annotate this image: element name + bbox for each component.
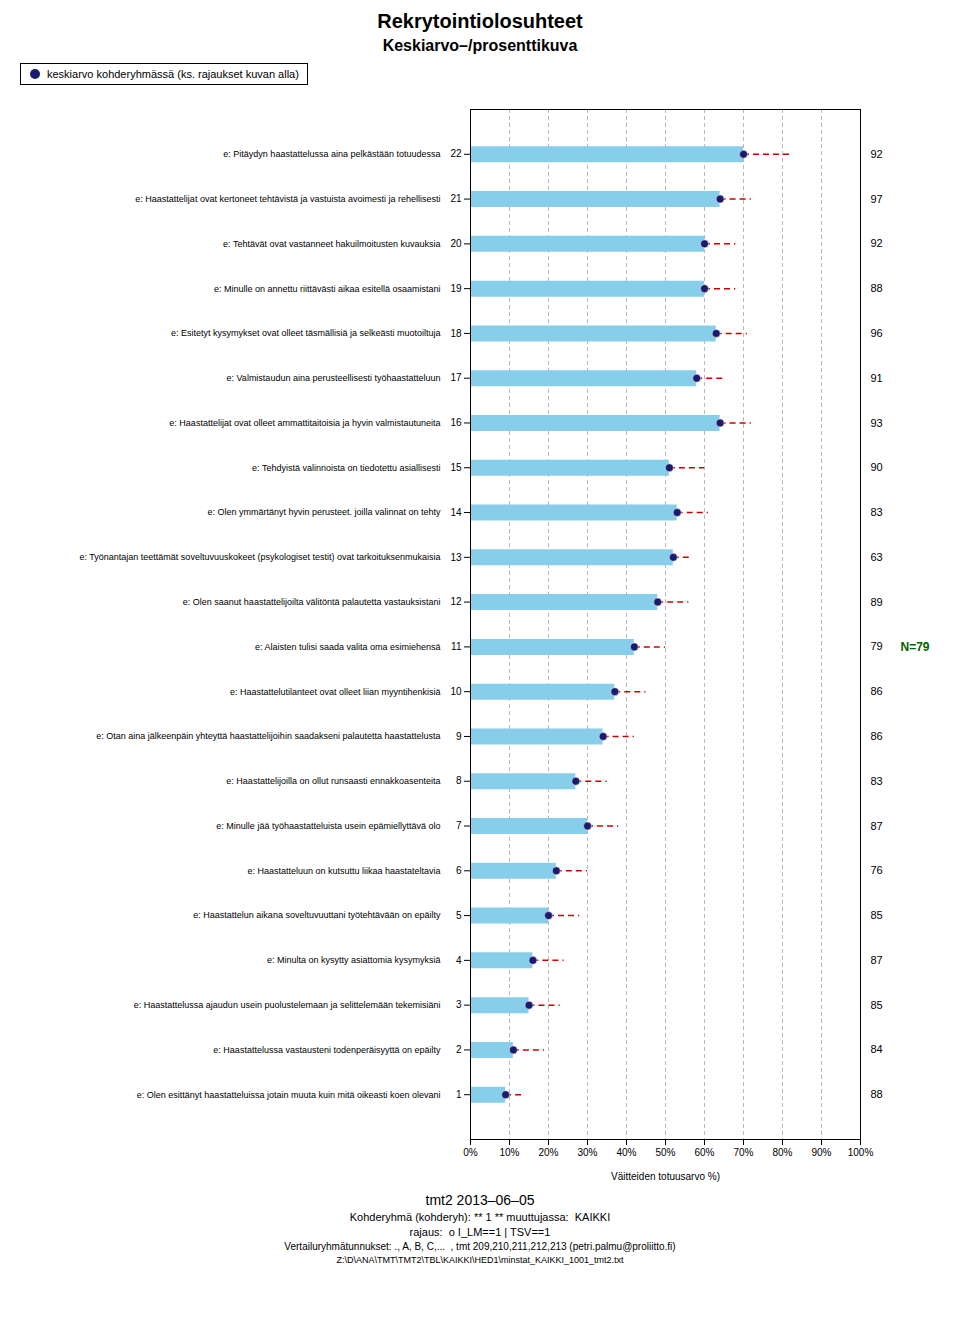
html-text:tmt2 2013–06–05: tmt2 2013–06–05 [425,1192,535,1208]
svg-text:4: 4 [456,955,462,966]
svg-text:e: Valmistaudun aina perusteel: e: Valmistaudun aina perusteellisesti ty… [227,373,441,383]
svg-text:e: Haastattelutilanteet ovat o: e: Haastattelutilanteet ovat olleet liia… [230,687,441,697]
svg-text:e: Minulle on annettu riittävä: e: Minulle on annettu riittävästi aikaa … [214,284,441,294]
svg-text:e: Haastattelijoilla on ollut: e: Haastattelijoilla on ollut runsaasti … [226,776,440,786]
svg-text:e: Olen ymmärtänyt hyvin perus: e: Olen ymmärtänyt hyvin perusteet. joil… [207,507,441,517]
html-text:rajaus: o I_LM==1 | TSV==1: rajaus: o I_LM==1 | TSV==1 [409,1226,551,1238]
svg-text:89: 89 [871,596,883,608]
html-text:Z:\D\ANA\TMT\TMT2\TBL\KAIKKI\H: Z:\D\ANA\TMT\TMT2\TBL\KAIKKI\HED1\minsta… [336,1255,624,1265]
html-text:Kohderyhmä (kohderyh): ** 1 **: Kohderyhmä (kohderyh): ** 1 ** muuttujas… [349,1211,611,1223]
svg-text:6: 6 [456,865,462,876]
svg-text:e: Esitetyt kysymykset ovat ol: e: Esitetyt kysymykset ovat olleet täsmä… [171,328,441,338]
svg-text:76: 76 [871,864,883,876]
svg-text:e: Alaisten tulisi saada valit: e: Alaisten tulisi saada valita oma esim… [255,642,441,652]
svg-text:20%: 20% [538,1147,558,1158]
svg-text:85: 85 [871,909,883,921]
svg-text:8: 8 [456,775,462,786]
svg-text:80%: 80% [772,1147,792,1158]
svg-text:e: Tehtävät ovat vastanneet ha: e: Tehtävät ovat vastanneet hakuilmoitus… [223,239,440,249]
svg-text:3: 3 [456,999,462,1010]
svg-text:96: 96 [871,327,883,339]
svg-text:93: 93 [871,416,883,428]
svg-text:88: 88 [871,282,883,294]
svg-text:e: Minulta on kysytty asiattom: e: Minulta on kysytty asiattomia kysymyk… [267,955,441,965]
svg-text:18: 18 [450,328,462,339]
svg-text:91: 91 [871,372,883,384]
svg-text:90: 90 [871,461,883,473]
svg-text:e: Olen saanut haastattelijoil: e: Olen saanut haastattelijoilta välitön… [183,597,441,607]
svg-text:97: 97 [871,193,883,205]
svg-text:87: 87 [871,954,883,966]
svg-text:e: Työnantajan teettämät sovel: e: Työnantajan teettämät soveltuvuuskoke… [79,552,440,562]
svg-text:9: 9 [456,731,462,742]
svg-text:88: 88 [871,1088,883,1100]
svg-text:70%: 70% [733,1147,753,1158]
svg-text:17: 17 [450,372,462,383]
svg-text:11: 11 [451,641,462,652]
svg-text:92: 92 [871,148,883,160]
svg-text:1: 1 [456,1089,462,1100]
svg-text:e: Minulle jää työhaastattelui: e: Minulle jää työhaastatteluista usein … [216,821,440,831]
svg-text:20: 20 [450,238,462,249]
svg-text:85: 85 [871,999,883,1011]
svg-text:21: 21 [450,193,462,204]
svg-text:87: 87 [871,820,883,832]
svg-text:e: Haastattelussa vastausteni: e: Haastattelussa vastausteni todenperäi… [213,1045,441,1055]
svg-text:e: Olen esittänyt haastattelui: e: Olen esittänyt haastatteluissa jotain… [137,1090,441,1100]
html-text:Rekrytointiolosuhteet: Rekrytointiolosuhteet [377,10,583,32]
svg-text:92: 92 [871,237,883,249]
svg-text:83: 83 [871,775,883,787]
svg-text:86: 86 [871,685,883,697]
svg-text:19: 19 [450,283,462,294]
svg-text:14: 14 [450,507,462,518]
svg-text:22: 22 [450,148,462,159]
svg-text:e: Otan aina jälkeenpäin yhtey: e: Otan aina jälkeenpäin yhteyttä haasta… [96,731,440,741]
svg-text:15: 15 [450,462,462,473]
svg-text:100%: 100% [848,1147,874,1158]
svg-text:e: Haastattelijat ovat kertone: e: Haastattelijat ovat kertoneet tehtävi… [135,194,440,204]
svg-text:10: 10 [450,686,462,697]
svg-text:0%: 0% [463,1147,478,1158]
svg-text:10%: 10% [499,1147,519,1158]
svg-text:e: Haastattelun aikana soveltu: e: Haastattelun aikana soveltuvuuttani t… [193,910,441,920]
svg-text:Väitteiden totuusarvo %): Väitteiden totuusarvo %) [611,1171,720,1182]
svg-text:63: 63 [871,551,883,563]
svg-text:e: Haastattelussa ajaudun usei: e: Haastattelussa ajaudun usein puoluste… [134,1000,441,1010]
svg-text:N=79: N=79 [901,640,930,654]
svg-text:e: Haastatteluun on kutsuttu l: e: Haastatteluun on kutsuttu liikaa haas… [247,866,440,876]
html-text:keskiarvo kohderyhmässä (ks. r: keskiarvo kohderyhmässä (ks. rajaukset k… [47,68,299,80]
svg-text:90%: 90% [811,1147,831,1158]
svg-text:30%: 30% [577,1147,597,1158]
html-text:Vertailuryhmätunnukset: ., A,: Vertailuryhmätunnukset: ., A, B, C,... ,… [284,1241,676,1252]
svg-text:12: 12 [450,596,462,607]
svg-text:e: Tehdyistä valinnoista on ti: e: Tehdyistä valinnoista on tiedotettu a… [252,463,440,473]
html-text:Keskiarvo–/prosenttikuva: Keskiarvo–/prosenttikuva [382,37,578,54]
svg-text:e: Haastattelijat ovat olleet: e: Haastattelijat ovat olleet ammattitai… [169,418,440,428]
svg-text:86: 86 [871,730,883,742]
svg-text:50%: 50% [655,1147,675,1158]
svg-text:16: 16 [450,417,462,428]
svg-text:2: 2 [456,1044,462,1055]
svg-text:60%: 60% [694,1147,714,1158]
svg-text:13: 13 [450,552,462,563]
svg-text:84: 84 [871,1043,883,1055]
svg-text:7: 7 [456,820,462,831]
svg-text:79: 79 [871,640,883,652]
svg-text:e: Pitäydyn haastattelussa ain: e: Pitäydyn haastattelussa aina pelkästä… [223,149,440,159]
svg-text:40%: 40% [616,1147,636,1158]
svg-text:5: 5 [456,910,462,921]
svg-text:83: 83 [871,506,883,518]
